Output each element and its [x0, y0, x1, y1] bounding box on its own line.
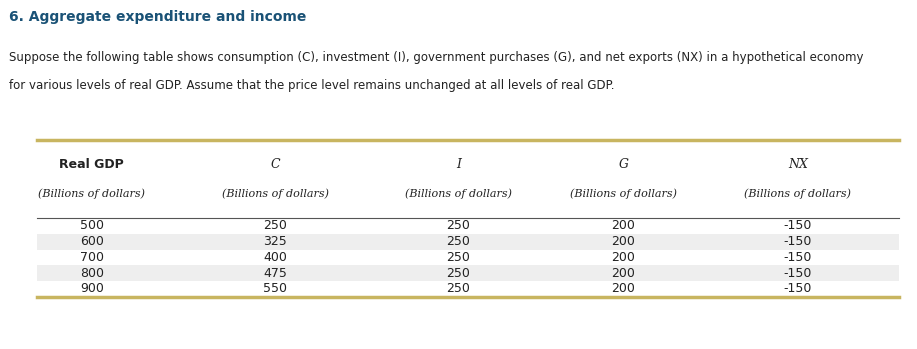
Text: 250: 250 — [447, 267, 470, 280]
Text: 250: 250 — [263, 220, 287, 232]
FancyBboxPatch shape — [37, 265, 899, 281]
FancyBboxPatch shape — [37, 234, 899, 250]
Text: 900: 900 — [80, 282, 104, 295]
Text: 200: 200 — [612, 267, 635, 280]
Text: 550: 550 — [263, 282, 287, 295]
Text: 200: 200 — [612, 220, 635, 232]
Text: -150: -150 — [784, 282, 812, 295]
Text: 325: 325 — [263, 235, 287, 248]
Text: (Billions of dollars): (Billions of dollars) — [570, 188, 677, 199]
Text: (Billions of dollars): (Billions of dollars) — [405, 188, 512, 199]
Text: (Billions of dollars): (Billions of dollars) — [745, 188, 851, 199]
Text: -150: -150 — [784, 235, 812, 248]
Text: C: C — [271, 157, 280, 171]
Text: for various levels of real GDP. Assume that the price level remains unchanged at: for various levels of real GDP. Assume t… — [9, 79, 614, 91]
Text: G: G — [619, 157, 628, 171]
Text: Real GDP: Real GDP — [60, 157, 124, 171]
Text: 400: 400 — [263, 251, 287, 264]
Text: (Billions of dollars): (Billions of dollars) — [222, 188, 328, 199]
Text: 475: 475 — [263, 267, 287, 280]
Text: 6. Aggregate expenditure and income: 6. Aggregate expenditure and income — [9, 10, 306, 24]
Text: 250: 250 — [447, 251, 470, 264]
Text: 200: 200 — [612, 282, 635, 295]
Text: -150: -150 — [784, 220, 812, 232]
Text: 500: 500 — [80, 220, 104, 232]
Text: 200: 200 — [612, 235, 635, 248]
Text: 600: 600 — [80, 235, 104, 248]
Text: 250: 250 — [447, 235, 470, 248]
Text: -150: -150 — [784, 251, 812, 264]
Text: 200: 200 — [612, 251, 635, 264]
Text: -150: -150 — [784, 267, 812, 280]
Text: 250: 250 — [447, 220, 470, 232]
Text: I: I — [456, 157, 461, 171]
Text: Suppose the following table shows consumption (C), investment (I), government pu: Suppose the following table shows consum… — [9, 51, 864, 64]
Text: (Billions of dollars): (Billions of dollars) — [39, 188, 145, 199]
Text: 250: 250 — [447, 282, 470, 295]
Text: 700: 700 — [80, 251, 104, 264]
Text: 800: 800 — [80, 267, 104, 280]
Text: NX: NX — [788, 157, 808, 171]
